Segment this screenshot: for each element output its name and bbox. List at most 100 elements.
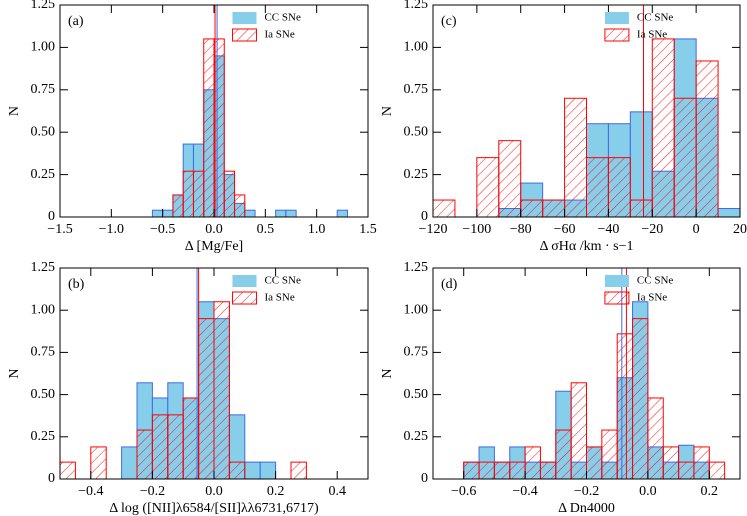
x-tick-label: −80	[510, 222, 532, 237]
histogram-bar	[228, 461, 246, 479]
x-tick-label: 0.0	[639, 484, 657, 499]
y-tick-label: 0.75	[404, 82, 429, 97]
x-tick-label: −1.0	[99, 222, 124, 237]
panel: −0.6 −0.4 −0.2 0.0 0.2 0 0.25 0.50 0.75 1.00 1.25 Δ…	[380, 260, 741, 516]
histogram-bar	[192, 170, 205, 217]
axes-frame	[432, 4, 741, 218]
histogram-bar	[244, 209, 256, 217]
x-tick-label: 1.5	[359, 222, 377, 237]
histogram-bar	[275, 209, 287, 217]
panel-label: (a)	[68, 14, 84, 29]
x-tick-label: −20	[641, 222, 663, 237]
histogram-bar	[678, 461, 695, 479]
x-tick-label: 0.2	[701, 484, 719, 499]
y-axis-label: N	[380, 368, 395, 378]
histogram-bar	[601, 429, 618, 479]
legend-swatch	[231, 291, 257, 305]
y-tick-label: 0	[421, 209, 428, 224]
legend-label: CC SNe	[637, 275, 673, 287]
legend-label: CC SNe	[264, 275, 300, 287]
histogram-bar	[542, 199, 566, 217]
x-axis-label: Δ [Mg/Fe]	[185, 239, 243, 254]
legend-swatch	[604, 291, 630, 305]
histogram-bar	[182, 170, 194, 217]
histogram-bar	[290, 461, 307, 479]
x-tick-label: −100	[462, 222, 491, 237]
y-tick-label: 0.25	[404, 167, 429, 182]
histogram-bar	[213, 301, 230, 479]
histogram-bar	[151, 209, 164, 217]
plot-area	[433, 5, 740, 217]
legend-label: Ia SNe	[637, 292, 667, 304]
y-tick-label: 1.00	[404, 302, 429, 317]
histogram-bar	[259, 461, 277, 479]
histogram-bar	[182, 397, 200, 479]
y-tick-label: 0.50	[31, 124, 56, 139]
histogram-bar	[336, 209, 348, 217]
histogram-bar	[524, 446, 541, 479]
histogram-bar	[555, 429, 572, 479]
y-tick-label: 0.25	[31, 167, 56, 182]
histogram-bar	[520, 199, 544, 217]
histogram-bar	[607, 157, 631, 217]
histogram-bar	[478, 461, 495, 479]
y-tick-label: 0.75	[404, 345, 429, 360]
y-tick-label: 0.50	[404, 124, 429, 139]
x-tick-label: 0	[693, 222, 700, 237]
x-tick-label: 1.0	[308, 222, 326, 237]
y-tick-label: 0.50	[404, 387, 429, 402]
histogram-bar	[632, 318, 649, 479]
histogram-bar	[570, 382, 588, 479]
y-tick-label: 0	[48, 471, 55, 486]
x-tick-label: −0.4	[78, 484, 103, 499]
legend-label: CC SNe	[637, 12, 673, 24]
x-tick-label: 0.4	[328, 484, 346, 499]
histogram-bar	[198, 318, 215, 479]
panel: −0.4 −0.2 0.0 0.2 0.4 0 0.25 0.50 0.75 1.00 1.25 Δ …	[7, 260, 369, 516]
histogram-bar	[717, 208, 740, 217]
legend-label: CC SNe	[264, 12, 300, 24]
legend-label: Ia SNe	[264, 292, 294, 304]
legend-label: Ia SNe	[264, 29, 294, 41]
histogram-bar	[695, 60, 719, 217]
y-axis-label: N	[380, 106, 395, 116]
histogram-bar	[90, 446, 107, 479]
x-tick-label: −1.5	[47, 222, 72, 237]
x-tick-label: 0.2	[267, 484, 285, 499]
x-tick-label: −0.5	[150, 222, 175, 237]
histogram-bar	[539, 461, 557, 479]
histogram-bar	[662, 446, 680, 479]
x-tick-label: −0.4	[512, 484, 537, 499]
x-tick-label: 20	[733, 222, 747, 237]
legend-swatch	[604, 12, 629, 24]
histogram-bar	[509, 461, 526, 479]
plot-area	[60, 268, 307, 479]
histogram-bar	[586, 157, 609, 217]
histogram-bar	[136, 429, 153, 479]
y-tick-label: 1.00	[404, 40, 429, 55]
legend-swatch	[232, 12, 257, 24]
y-tick-label: 0.25	[31, 429, 56, 444]
y-tick-label: 0.75	[31, 345, 56, 360]
histogram-bar	[433, 199, 456, 217]
histogram-bar	[234, 194, 246, 217]
histogram-bar	[651, 38, 675, 217]
histogram-bar	[693, 446, 710, 479]
histogram-bar	[586, 446, 603, 479]
histogram-bar	[121, 446, 138, 479]
panel: −120 −100 −80 −60 −40 −20 0 20 0 0.25 0.50 0.75 1.00…	[380, 0, 747, 254]
histogram-bar	[223, 170, 236, 217]
histogram-bar	[244, 461, 261, 479]
x-tick-label: 0.5	[257, 222, 275, 237]
histogram-bar	[172, 194, 184, 217]
y-axis-label: N	[7, 368, 22, 378]
y-axis-label: N	[7, 106, 22, 116]
panel: −1.5 −1.0 −0.5 0.0 0.5 1.0 1.5 0 0.25 0.50 0.75 1.0…	[7, 0, 377, 254]
x-tick-label: −0.6	[451, 484, 476, 499]
y-tick-label: 1.00	[31, 40, 56, 55]
histogram-bar	[498, 140, 522, 217]
histogram-bar	[167, 414, 184, 479]
histogram-bar	[151, 414, 169, 479]
histogram-bar	[162, 209, 174, 217]
